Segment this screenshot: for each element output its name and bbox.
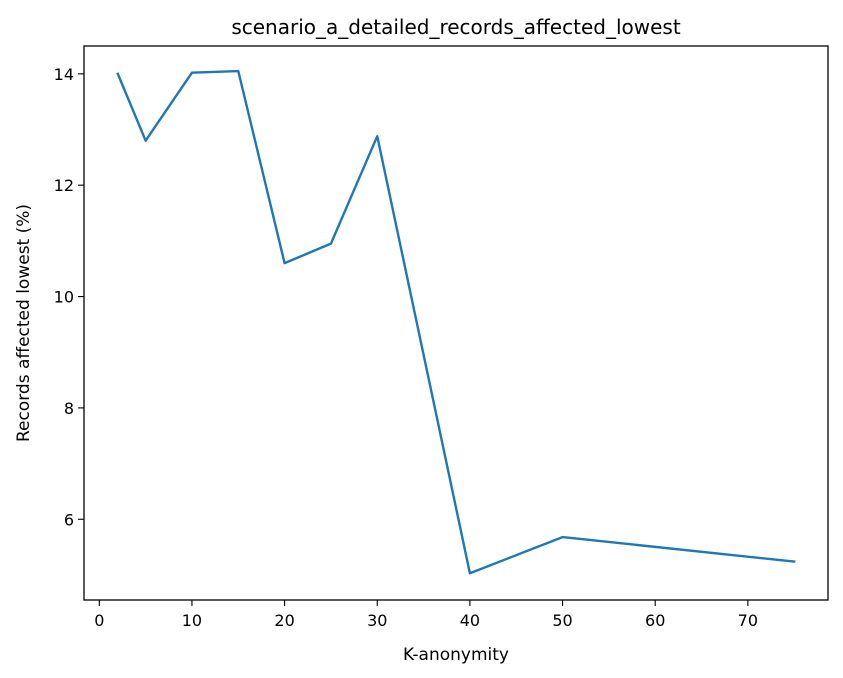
x-tick-label: 50	[552, 611, 572, 630]
y-tick-label: 6	[64, 510, 74, 529]
x-tick-label: 60	[645, 611, 665, 630]
data-point	[376, 135, 379, 137]
series-line	[116, 69, 796, 575]
y-tick-label: 12	[54, 176, 74, 195]
ticks-layer: 0 10 20 30 40 50 60 70 6 8 10 12 14	[54, 65, 758, 630]
x-tick-label: 30	[367, 611, 387, 630]
data-point	[283, 262, 286, 264]
x-tick-label: 40	[460, 611, 480, 630]
series-layer	[116, 69, 796, 575]
y-axis-label: Records affected lowest (%)	[14, 204, 34, 442]
data-point	[469, 572, 471, 575]
y-tick-label: 14	[54, 65, 74, 84]
data-point	[561, 536, 564, 538]
x-tick-label: 0	[94, 611, 104, 630]
y-tick-label: 10	[54, 288, 74, 307]
data-point	[237, 70, 240, 72]
plot-frame	[83, 45, 829, 601]
x-axis-label: K-anonymity	[403, 645, 509, 665]
data-point	[117, 73, 119, 75]
x-tick-label: 70	[738, 611, 758, 630]
data-point	[191, 71, 193, 74]
data-point	[793, 560, 795, 563]
chart-title: scenario_a_detailed_records_affected_low…	[231, 15, 680, 39]
y-tick-label: 8	[64, 399, 74, 418]
data-point	[330, 242, 332, 245]
x-tick-label: 20	[274, 611, 294, 630]
data-point	[144, 139, 147, 142]
x-tick-label: 10	[182, 611, 202, 630]
